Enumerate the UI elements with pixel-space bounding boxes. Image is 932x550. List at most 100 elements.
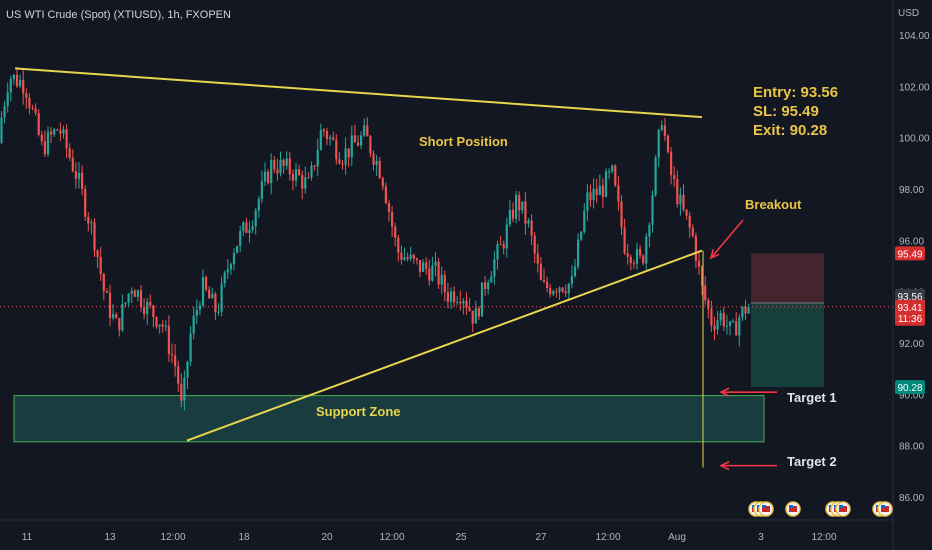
event-flag-canton — [839, 505, 843, 508]
candle-body — [360, 135, 363, 146]
trendlines[interactable] — [14, 67, 777, 471]
candle-body — [651, 195, 654, 225]
candle-body — [0, 117, 3, 143]
sl-price-badge — [895, 246, 925, 261]
candle-body — [15, 74, 19, 87]
candle-body — [685, 209, 688, 216]
candle-body — [118, 318, 121, 331]
candle-body — [704, 285, 707, 300]
candle-body — [409, 254, 412, 259]
candle-body — [180, 383, 183, 401]
candle-body — [285, 158, 288, 166]
candle-body — [722, 312, 725, 327]
candle-body — [369, 136, 372, 154]
candle-body — [288, 158, 291, 175]
x-tick-label: Aug — [668, 532, 686, 543]
y-tick-label: 102.00 — [899, 82, 930, 93]
candle-body — [161, 324, 164, 327]
candle-body — [654, 157, 657, 196]
support-zone — [13, 395, 765, 443]
candle-body — [372, 153, 375, 165]
exit-price-badge — [895, 380, 925, 395]
candle-body — [542, 280, 546, 282]
candle-body — [263, 171, 267, 182]
candle-body — [102, 274, 105, 292]
candle-body — [642, 255, 645, 264]
candle-body — [127, 293, 130, 303]
candle-body — [673, 175, 676, 180]
candle-body — [192, 315, 195, 334]
candle-body — [257, 198, 260, 211]
candle-body — [226, 269, 229, 273]
candle-body — [198, 305, 201, 310]
candle-body — [115, 314, 118, 319]
candle-body — [505, 224, 508, 249]
event-flag-stripes — [881, 506, 889, 512]
candle-body — [701, 266, 704, 286]
candle-body — [105, 291, 108, 293]
event-flag-stripes — [839, 506, 847, 512]
candle-body — [201, 277, 205, 306]
candle-body — [697, 260, 701, 267]
candle-body — [50, 131, 53, 135]
x-tick-label: 3 — [758, 532, 764, 543]
candle-body — [431, 265, 434, 281]
x-tick-label: 12:00 — [595, 532, 620, 543]
candle-body — [186, 361, 189, 378]
candle-body — [276, 169, 279, 174]
candle-body — [183, 377, 186, 401]
candle-body — [325, 131, 329, 140]
x-tick-label: 27 — [535, 532, 547, 543]
short-position-label: Short Position — [419, 134, 508, 149]
candle-body — [456, 301, 459, 303]
event-icons[interactable] — [748, 501, 893, 517]
candle-body — [189, 333, 192, 362]
time-axis[interactable]: 11 13 12:00 18 20 12:00 25 27 12:00 Aug 3 12:00 — [0, 519, 893, 543]
y-tick-label: 96.00 — [899, 236, 924, 247]
candle-body — [37, 112, 40, 135]
candle-body — [676, 179, 679, 205]
candle-body — [338, 159, 341, 164]
symbol-title[interactable]: US WTI Crude (Spot) (XTIUSD), 1h, FXOPEN — [6, 9, 231, 21]
candle-body — [428, 268, 431, 281]
candle-body — [282, 159, 285, 166]
candle-body — [728, 321, 732, 326]
candle-body — [738, 317, 741, 336]
candle-body — [598, 185, 601, 195]
candle-body — [573, 266, 577, 277]
y-tick-label: 104.00 — [899, 31, 930, 42]
candle-body — [716, 320, 719, 330]
candle-body — [660, 125, 663, 130]
candle-body — [555, 291, 558, 293]
candle-body — [245, 222, 248, 233]
candle-body — [694, 235, 697, 261]
x-tick-label: 12:00 — [160, 532, 185, 543]
candle-body — [632, 263, 635, 265]
candle-body — [152, 305, 155, 317]
candle-body — [84, 188, 87, 217]
candle-body — [40, 134, 43, 142]
candle-body — [3, 105, 6, 118]
y-tick-label: 86.00 — [899, 493, 924, 504]
price-axis[interactable]: 104.00102.00100.0098.0096.0094.0092.0090… — [892, 0, 930, 550]
candle-body — [279, 159, 282, 174]
current-price-badge — [895, 299, 925, 326]
candle-body — [477, 308, 480, 317]
candle-body — [515, 194, 518, 219]
candle-body — [561, 287, 564, 292]
candle-body — [691, 227, 694, 236]
candle-body — [508, 210, 511, 225]
candle-body — [502, 244, 505, 249]
candle-body — [236, 245, 239, 253]
candle-body — [626, 253, 629, 257]
candle-body — [682, 194, 685, 210]
event-flag-stripes — [762, 506, 770, 512]
candle-body — [366, 125, 369, 137]
candle-body — [270, 160, 273, 184]
candle-body — [74, 171, 77, 179]
candle-body — [96, 250, 99, 257]
candle-body — [496, 244, 499, 260]
candle-body — [666, 135, 670, 152]
candle-body — [480, 282, 484, 317]
